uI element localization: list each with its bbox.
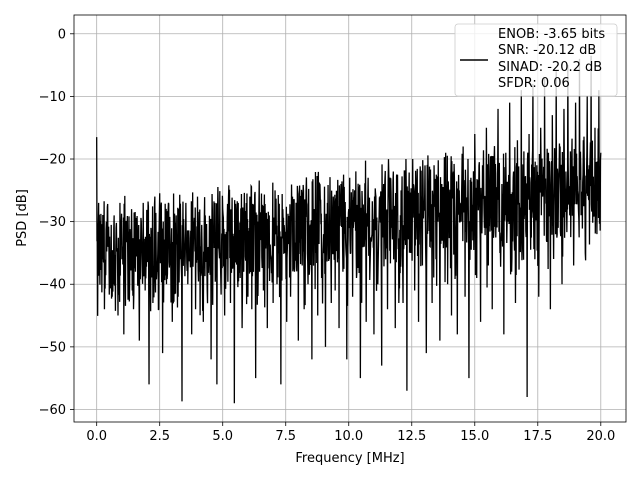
- x-tick-label: 15.0: [460, 429, 489, 444]
- y-tick-label: −60: [39, 403, 66, 418]
- axis-ticks: 0.0 2.5 5.0 7.5 10.0 12.5 15.0 17.5 20.0 0 −10 −20 −…: [39, 27, 616, 444]
- y-tick-label: −40: [39, 278, 66, 293]
- legend: ENOB: -3.65 bits SNR: -20.12 dB SINAD: -…: [454, 23, 618, 97]
- y-axis-label: PSD [dB]: [15, 189, 30, 247]
- x-axis-label: Frequency [MHz]: [295, 451, 404, 466]
- x-tick-label: 7.5: [275, 429, 296, 444]
- x-tick-label: 10.0: [334, 429, 363, 444]
- y-tick-label: −20: [39, 153, 66, 168]
- plot-frame: [73, 14, 627, 423]
- x-tick-label: 20.0: [586, 429, 615, 444]
- legend-entry-snr: SNR: -20.12 dB: [498, 43, 596, 58]
- legend-box: [454, 23, 618, 97]
- legend-entry-enob: ENOB: -3.65 bits: [498, 27, 605, 42]
- psd-series-line: [96, 55, 602, 404]
- x-tick-label: 2.5: [149, 429, 170, 444]
- legend-entry-sinad: SINAD: -20.2 dB: [498, 60, 602, 75]
- y-tick-label: −50: [39, 340, 66, 355]
- x-tick-label: 0.0: [86, 429, 107, 444]
- x-tick-label: 17.5: [523, 429, 552, 444]
- y-tick-label: 0: [58, 27, 66, 42]
- y-tick-label: −10: [39, 90, 66, 105]
- x-tick-label: 12.5: [397, 429, 426, 444]
- x-tick-label: 5.0: [212, 429, 233, 444]
- legend-entry-sfdr: SFDR: 0.06: [498, 76, 570, 91]
- y-tick-label: −30: [39, 215, 66, 230]
